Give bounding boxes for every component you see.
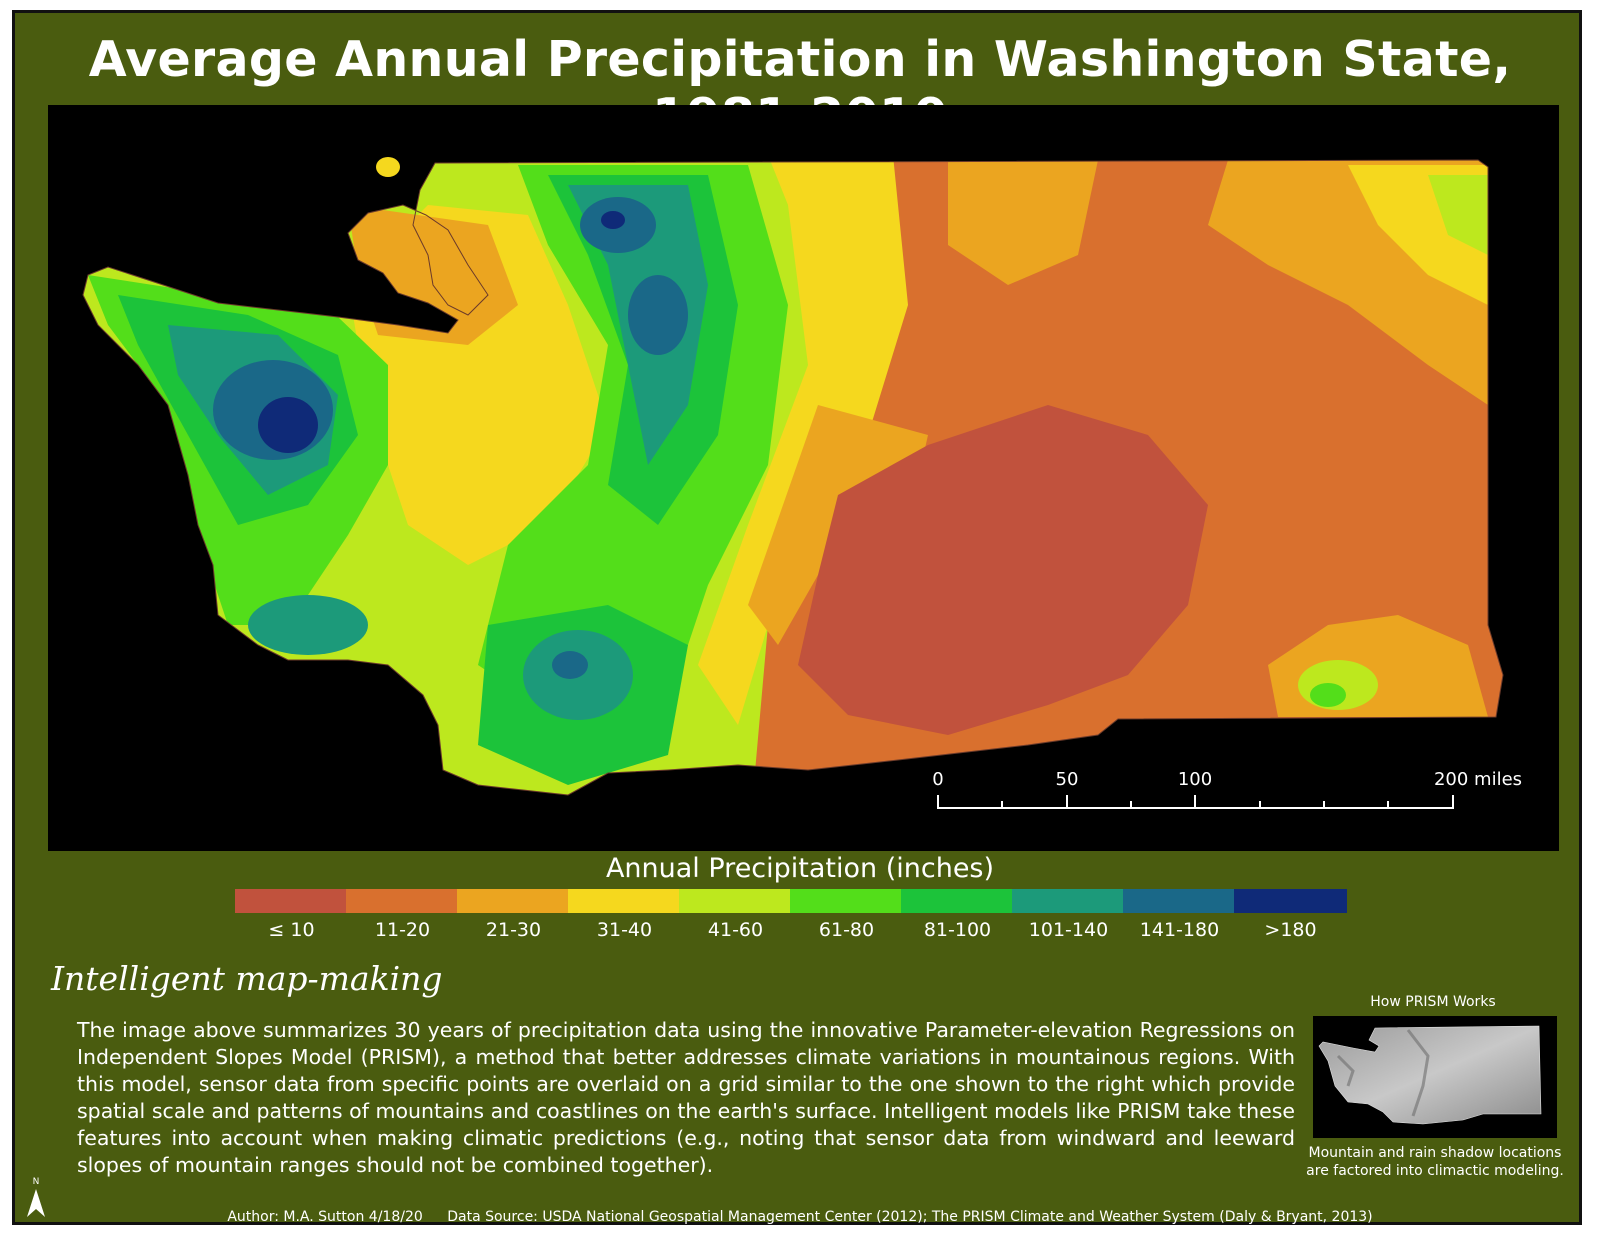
section-paragraph: The image above summarizes 30 years of p… xyxy=(77,1018,1295,1177)
precipitation-map xyxy=(82,157,1504,796)
scale-label-50: 50 xyxy=(1056,769,1079,790)
legend-swatch xyxy=(1012,889,1125,913)
legend-swatch xyxy=(568,889,681,913)
poster-frame: Average Annual Precipitation in Washingt… xyxy=(12,10,1582,1225)
legend-label: ≤ 10 xyxy=(268,919,315,941)
legend-label: 61-80 xyxy=(818,919,875,941)
legend-label: 141-180 xyxy=(1139,919,1220,941)
legend-swatch xyxy=(235,889,348,913)
legend-label: 81-100 xyxy=(923,919,992,941)
author-credit: Author: M.A. Sutton 4/18/20 xyxy=(227,1209,423,1225)
credits: Author: M.A. Sutton 4/18/20 Data Source:… xyxy=(15,1209,1585,1225)
legend-label: 21-30 xyxy=(485,919,542,941)
scale-label-0: 0 xyxy=(932,769,943,790)
legend-label: >180 xyxy=(1264,919,1317,941)
section-heading: Intelligent map-making xyxy=(51,959,443,998)
scale-label-100: 100 xyxy=(1178,769,1212,790)
map-panel: 0 50 100 200 miles xyxy=(48,105,1559,851)
legend-swatch xyxy=(1123,889,1236,913)
legend-title: Annual Precipitation (inches) xyxy=(605,853,995,884)
north-arrow-icon xyxy=(27,1189,45,1217)
legend-swatch xyxy=(1234,889,1347,913)
north-label: N xyxy=(32,1177,40,1187)
legend-label: 101-140 xyxy=(1028,919,1109,941)
legend-swatch xyxy=(790,889,903,913)
inset-caption-line-1: Mountain and rain shadow locations xyxy=(1308,1145,1562,1161)
relief-map-image xyxy=(1318,1025,1542,1125)
prism-relief-inset xyxy=(1313,1016,1557,1138)
legend-swatch xyxy=(901,889,1014,913)
scale-label-200: 200 miles xyxy=(1434,769,1522,790)
scale-bar: 0 50 100 200 miles xyxy=(932,769,1522,809)
san-juan-island-shape xyxy=(376,157,400,177)
north-arrow: N xyxy=(25,1177,47,1223)
legend-label: 31-40 xyxy=(596,919,653,941)
legend-label: 41-60 xyxy=(707,919,764,941)
legend-swatch xyxy=(457,889,570,913)
inset-title: How PRISM Works xyxy=(1370,994,1496,1010)
legend-swatch xyxy=(346,889,459,913)
inset-caption: Mountain and rain shadow locations are f… xyxy=(1305,1144,1565,1180)
legend-swatch xyxy=(679,889,792,913)
legend-label: 11-20 xyxy=(374,919,431,941)
data-source-credit: Data Source: USDA National Geospatial Ma… xyxy=(447,1209,1373,1225)
inset-caption-line-2: are factored into climactic modeling. xyxy=(1306,1163,1564,1179)
